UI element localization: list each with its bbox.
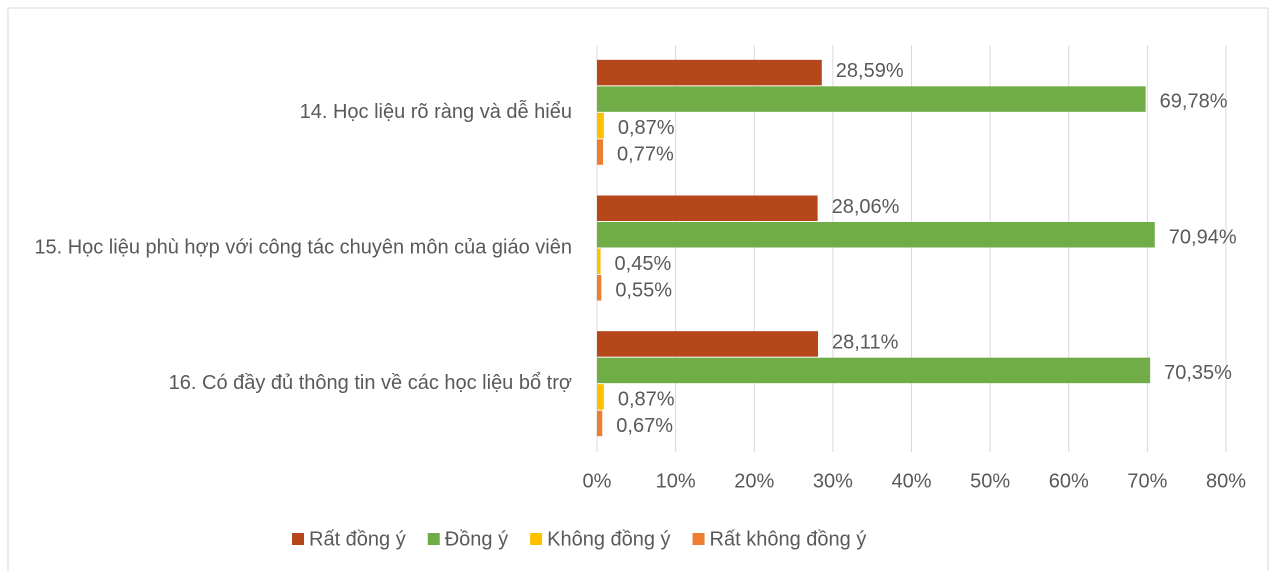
data-label: 28,11% <box>832 331 899 353</box>
category-label: 14. Học liệu rõ ràng và dễ hiểu <box>300 100 572 123</box>
data-label: 70,35% <box>1164 362 1232 384</box>
data-label: 69,78% <box>1160 91 1228 113</box>
bar <box>597 195 818 221</box>
data-label: 28,59% <box>836 60 904 82</box>
bar <box>597 357 1151 384</box>
category-label: 16. Có đầy đủ thông tin về các học liệu … <box>169 372 572 394</box>
legend-label: Đồng ý <box>445 528 508 550</box>
x-tick-label: 40% <box>891 470 931 492</box>
bar <box>597 384 604 410</box>
category-label: 15. Học liệu phù hợp với công tác chuyên… <box>34 237 572 259</box>
data-label: 0,87% <box>618 388 675 410</box>
x-tick-label: 80% <box>1206 470 1246 492</box>
bar <box>597 112 604 139</box>
bar <box>597 59 822 86</box>
x-tick-label: 60% <box>1049 470 1089 492</box>
bar <box>597 86 1146 112</box>
x-tick-label: 10% <box>656 470 696 492</box>
bar <box>597 248 601 274</box>
x-tick-label: 20% <box>734 470 774 492</box>
legend-swatch <box>427 533 440 545</box>
data-label: 0,87% <box>618 117 675 139</box>
x-tick-label: 0% <box>583 470 612 492</box>
data-label: 70,94% <box>1169 226 1237 248</box>
data-label: 28,06% <box>832 196 900 218</box>
legend-label: Rất đồng ý <box>309 528 406 550</box>
bar <box>597 410 603 437</box>
bar <box>597 139 604 165</box>
x-tick-label: 50% <box>970 470 1010 492</box>
data-label: 0,77% <box>617 144 674 166</box>
legend-swatch <box>292 533 304 545</box>
x-tick-label: 70% <box>1127 470 1167 492</box>
legend-swatch <box>692 533 705 545</box>
bar <box>597 331 819 357</box>
legend-label: Rất không đồng ý <box>710 528 867 550</box>
bar <box>597 222 1155 248</box>
data-label: 0,55% <box>615 279 672 301</box>
data-label: 0,67% <box>616 415 673 437</box>
bar <box>597 275 602 301</box>
data-label: 0,45% <box>615 253 672 275</box>
x-tick-label: 30% <box>813 470 853 492</box>
legend-label: Không đồng ý <box>547 528 670 550</box>
legend-swatch <box>530 533 543 545</box>
